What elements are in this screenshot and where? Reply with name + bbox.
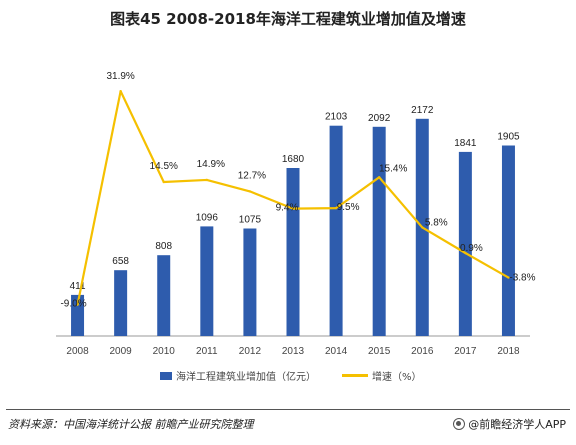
footer-divider: [6, 409, 570, 410]
growth-point-2012: [248, 190, 252, 193]
growth-label-2009: 31.9%: [106, 71, 134, 82]
bar-label-2008: 411: [70, 281, 86, 292]
legend-swatch-line: [342, 374, 368, 377]
growth-point-2015: [377, 176, 381, 179]
x-tick-2014: 2014: [325, 346, 348, 357]
growth-point-2014: [334, 206, 338, 210]
source-note: 资料来源：中国海洋统计公报 前瞻产业研究院整理: [8, 418, 254, 431]
bar-2015: [372, 126, 386, 336]
legend-label-bar: 海洋工程建筑业增加值（亿元）: [176, 372, 316, 383]
x-tick-2010: 2010: [153, 346, 176, 357]
legend-item-line: 增速（%）: [342, 368, 422, 383]
bar-2012: [243, 228, 257, 336]
bar-2014: [329, 125, 343, 336]
legend-swatch-bar: [160, 371, 172, 380]
x-tick-2013: 2013: [282, 346, 305, 357]
growth-point-2008: [76, 303, 79, 306]
bar-2013: [286, 168, 300, 336]
x-tick-2012: 2012: [239, 346, 262, 357]
bar-label-2014: 2103: [325, 112, 348, 123]
bar-label-2018: 1905: [497, 132, 520, 143]
legend-item-bar: 海洋工程建筑业增加值（亿元）: [160, 368, 316, 383]
bar-label-2013: 1680: [282, 154, 305, 165]
bar-2008: [71, 294, 85, 336]
growth-label-2017: 0.9%: [460, 243, 483, 254]
growth-point-2011: [205, 178, 209, 182]
bar-2010: [157, 255, 171, 336]
chart-legend: 海洋工程建筑业增加值（亿元） 增速（%）: [0, 368, 576, 384]
growth-label-2012: 12.7%: [238, 170, 266, 181]
growth-point-2018: [507, 276, 510, 279]
bar-2017: [458, 151, 472, 336]
bar-2011: [200, 226, 214, 336]
growth-label-2018: -3.8%: [509, 273, 535, 284]
bar-2009: [114, 270, 128, 336]
bar-label-2017: 1841: [454, 138, 477, 149]
x-tick-2017: 2017: [454, 346, 477, 357]
growth-label-2013: 9.4%: [276, 203, 299, 214]
brand-logo-icon: [453, 418, 466, 430]
growth-point-2010: [162, 180, 165, 184]
growth-point-2013: [291, 207, 295, 210]
x-tick-2011: 2011: [196, 346, 218, 357]
growth-label-2011: 14.9%: [197, 159, 225, 170]
growth-point-2017: [464, 251, 467, 255]
footer-brand: @前瞻经济学人APP: [453, 416, 566, 432]
x-tick-2016: 2016: [411, 346, 434, 357]
growth-label-2008: -9.0%: [60, 299, 86, 310]
bar-label-2015: 2092: [368, 113, 391, 124]
brand-text: @前瞻经济学人APP: [468, 418, 566, 431]
bar-label-2011: 1096: [196, 212, 219, 223]
growth-label-2016: 5.8%: [425, 217, 448, 228]
x-tick-2009: 2009: [110, 346, 133, 357]
bar-label-2016: 2172: [411, 105, 434, 116]
growth-point-2009: [119, 89, 122, 93]
bar-2018: [501, 145, 515, 336]
bar-label-2010: 808: [155, 241, 172, 252]
legend-label-line: 增速（%）: [372, 372, 422, 383]
growth-point-2016: [421, 226, 424, 229]
growth-label-2015: 15.4%: [379, 163, 407, 174]
growth-label-2010: 14.5%: [150, 161, 178, 172]
growth-label-2014: 9.5%: [337, 202, 360, 213]
x-tick-2008: 2008: [66, 346, 89, 357]
bar-label-2012: 1075: [239, 215, 262, 226]
x-tick-2018: 2018: [497, 346, 520, 357]
x-tick-2015: 2015: [368, 346, 391, 357]
bar-label-2009: 658: [112, 256, 129, 267]
chart-title: 图表45 2008-2018年海洋工程建筑业增加值及增速: [110, 10, 466, 28]
